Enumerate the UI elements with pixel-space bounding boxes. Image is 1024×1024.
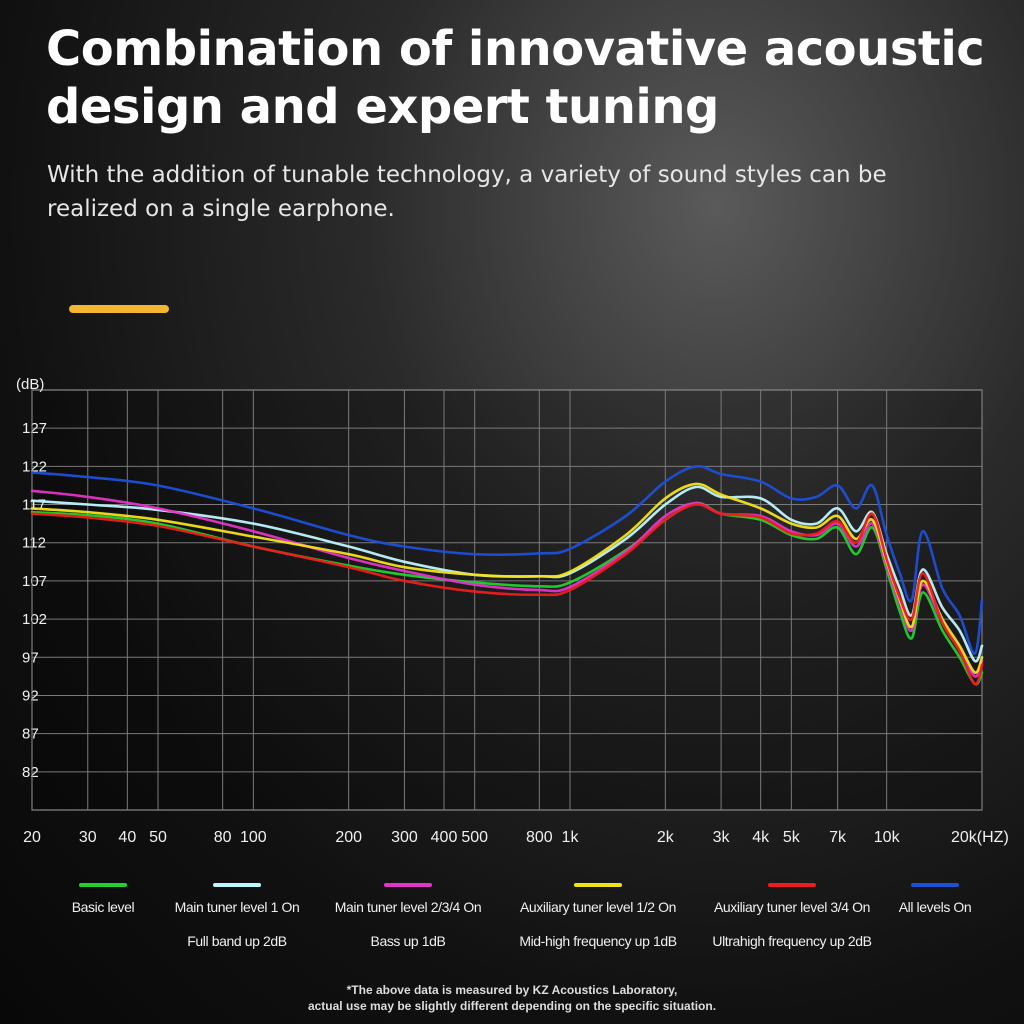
y-tick-label: 82 <box>22 764 39 781</box>
legend-sublabel: Ultrahigh frequency up 2dB <box>712 933 872 949</box>
x-tick-label: 2k <box>657 829 675 846</box>
legend-item: Auxiliary tuner level 3/4 On Ultrahigh fr… <box>697 883 887 949</box>
x-tick-label: 200 <box>335 829 362 846</box>
series-line-auxiliary-tuner-level-3-4-on <box>30 503 984 686</box>
x-tick-label: 800 <box>526 829 553 846</box>
accent-bar <box>69 305 169 313</box>
legend-label: Auxiliary tuner level 3/4 On <box>713 899 871 915</box>
legend-swatch <box>911 883 959 887</box>
x-tick-label: 500 <box>461 829 488 846</box>
footnote-line-2: actual use may be slightly different dep… <box>307 999 717 1013</box>
y-tick-label: 112 <box>22 535 46 552</box>
x-tick-label: 10k <box>874 829 901 846</box>
x-tick-label: 3k <box>713 829 731 846</box>
footnote-line-1: *The above data is measured by KZ Acoust… <box>346 983 678 997</box>
x-tick-label: 20k(HZ) <box>951 829 1009 846</box>
x-tick-label: 100 <box>240 829 267 846</box>
legend-swatch <box>384 883 432 887</box>
legend-swatch <box>574 883 622 887</box>
page-subtitle: With the addition of tunable technology,… <box>47 162 887 222</box>
legend-item: Auxiliary tuner level 1/2 On Mid-high fre… <box>503 883 693 949</box>
y-tick-label: 87 <box>22 726 39 743</box>
legend-sublabel: Full band up 2dB <box>187 933 287 949</box>
x-tick-label: 50 <box>149 829 167 846</box>
legend-label: Auxiliary tuner level 1/2 On <box>519 899 677 915</box>
y-tick-label: 127 <box>22 420 47 437</box>
legend-item: All levels On <box>840 883 1024 915</box>
x-tick-label: 4k <box>752 829 770 846</box>
y-tick-label: 107 <box>22 573 47 590</box>
footnote: *The above data is measured by KZ Acoust… <box>0 982 1024 1014</box>
series-line-all-levels-on <box>30 464 984 655</box>
legend-label: Basic level <box>71 899 135 915</box>
legend-swatch <box>79 883 127 887</box>
legend-label: Main tuner level 2/3/4 On <box>334 899 482 915</box>
y-tick-label: 122 <box>22 458 47 475</box>
legend-swatch <box>768 883 816 887</box>
legend-item: Basic level <box>8 883 198 915</box>
legend-sublabel: Mid-high frequency up 1dB <box>519 933 677 949</box>
legend-swatch <box>213 883 261 887</box>
x-tick-label: 7k <box>829 829 847 846</box>
legend-label: All levels On <box>898 899 972 915</box>
x-tick-label: 400 <box>431 829 458 846</box>
legend-item: Main tuner level 2/3/4 On Bass up 1dB <box>313 883 503 949</box>
x-tick-label: 80 <box>214 829 232 846</box>
legend-label: Main tuner level 1 On <box>174 899 300 915</box>
plot-area <box>31 389 983 811</box>
legend-sublabel: Bass up 1dB <box>370 933 446 949</box>
legend-item: Main tuner level 1 On Full band up 2dB <box>142 883 332 949</box>
y-tick-label: 102 <box>22 611 47 628</box>
y-axis-label: (dB) <box>16 376 44 393</box>
x-tick-label: 300 <box>391 829 418 846</box>
x-tick-label: 20 <box>23 829 41 846</box>
x-tick-label: 30 <box>79 829 97 846</box>
x-tick-label: 5k <box>783 829 801 846</box>
y-tick-label: 97 <box>22 649 39 666</box>
x-tick-label: 1k <box>562 829 580 846</box>
y-tick-label: 92 <box>22 687 39 704</box>
x-tick-label: 40 <box>118 829 136 846</box>
page-title: Combination of innovative acoustic desig… <box>46 21 985 135</box>
